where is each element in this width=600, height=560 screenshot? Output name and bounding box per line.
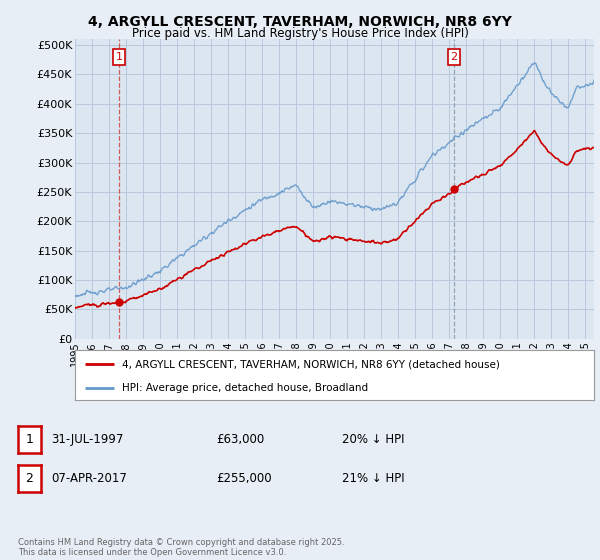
Text: 4, ARGYLL CRESCENT, TAVERHAM, NORWICH, NR8 6YY: 4, ARGYLL CRESCENT, TAVERHAM, NORWICH, N…	[88, 15, 512, 29]
Text: £63,000: £63,000	[216, 433, 264, 446]
Text: 2: 2	[25, 472, 34, 486]
Text: Contains HM Land Registry data © Crown copyright and database right 2025.
This d: Contains HM Land Registry data © Crown c…	[18, 538, 344, 557]
Text: 4, ARGYLL CRESCENT, TAVERHAM, NORWICH, NR8 6YY (detached house): 4, ARGYLL CRESCENT, TAVERHAM, NORWICH, N…	[122, 359, 500, 369]
Text: Price paid vs. HM Land Registry's House Price Index (HPI): Price paid vs. HM Land Registry's House …	[131, 27, 469, 40]
Text: 21% ↓ HPI: 21% ↓ HPI	[342, 472, 404, 486]
Text: £255,000: £255,000	[216, 472, 272, 486]
Text: 1: 1	[115, 52, 122, 62]
Text: 20% ↓ HPI: 20% ↓ HPI	[342, 433, 404, 446]
Text: HPI: Average price, detached house, Broadland: HPI: Average price, detached house, Broa…	[122, 383, 368, 393]
Text: 07-APR-2017: 07-APR-2017	[51, 472, 127, 486]
Text: 31-JUL-1997: 31-JUL-1997	[51, 433, 124, 446]
Text: 2: 2	[451, 52, 458, 62]
Text: 1: 1	[25, 433, 34, 446]
